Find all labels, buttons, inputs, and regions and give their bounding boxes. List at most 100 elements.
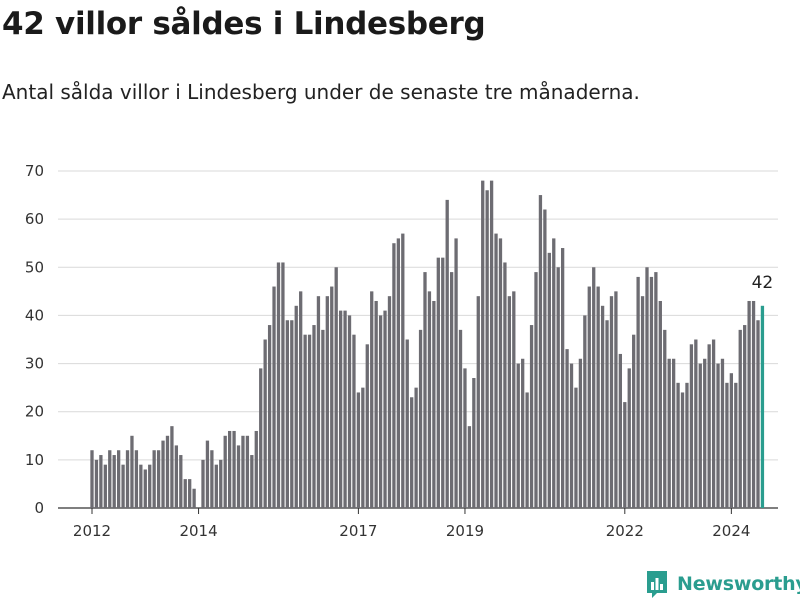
- bar: [667, 358, 671, 508]
- highlight-value-label: 42: [752, 273, 774, 293]
- bar: [485, 190, 489, 508]
- bar: [316, 296, 321, 508]
- bar: [751, 300, 756, 508]
- newsworthy-logo-icon: [647, 571, 667, 598]
- bar: [254, 430, 258, 508]
- bar: [703, 358, 707, 508]
- y-tick-label: 40: [25, 306, 44, 324]
- bar: [361, 387, 365, 508]
- bar: [547, 252, 551, 508]
- bar: [525, 392, 529, 508]
- bar: [458, 329, 463, 508]
- bar: [170, 426, 174, 508]
- bar: [689, 344, 694, 508]
- bar: [734, 382, 738, 508]
- bar: [165, 435, 170, 508]
- bar: [676, 382, 680, 508]
- bar: [338, 310, 343, 508]
- bar: [401, 233, 405, 509]
- chart-subtitle: Antal sålda villor i Lindesberg under de…: [2, 80, 640, 104]
- y-tick-label: 0: [34, 499, 44, 517]
- bar: [179, 455, 183, 508]
- bar: [725, 382, 729, 508]
- bar: [578, 358, 583, 508]
- bar: [534, 272, 538, 508]
- bar: [183, 479, 187, 508]
- bar: [285, 320, 290, 508]
- bar: [321, 329, 325, 508]
- bar: [454, 238, 458, 508]
- bar: [290, 320, 294, 508]
- x-tick-label: 2012: [73, 522, 111, 540]
- bar: [325, 296, 329, 508]
- bar: [565, 349, 569, 508]
- x-tick-label: 2019: [446, 522, 484, 540]
- brand-logo: Newsworthy: [645, 569, 800, 599]
- bar: [694, 339, 698, 508]
- bar: [552, 238, 556, 508]
- bar: [103, 464, 107, 508]
- bar: [636, 276, 640, 508]
- bar: [467, 426, 472, 508]
- bar: [720, 358, 725, 508]
- bar: [436, 257, 440, 508]
- value-labels: 42: [752, 273, 774, 293]
- bar: [143, 469, 147, 508]
- bar: [605, 320, 609, 508]
- bar: [587, 286, 591, 508]
- bar: [130, 435, 134, 508]
- bar: [116, 450, 121, 508]
- bar: [654, 272, 658, 508]
- bar: [614, 291, 618, 508]
- bar: [507, 296, 512, 508]
- bar: [743, 325, 747, 508]
- bar: [188, 479, 192, 508]
- bar: [201, 459, 205, 508]
- bar: [370, 291, 374, 508]
- y-tick-label: 20: [25, 403, 44, 421]
- bar: [649, 276, 654, 508]
- bar: [432, 300, 436, 508]
- bar: [378, 315, 383, 508]
- bar: [236, 445, 241, 508]
- bar: [481, 180, 485, 508]
- highlight-bar: [760, 305, 765, 508]
- bar: [698, 363, 702, 508]
- bar: [618, 353, 623, 508]
- bar: [623, 402, 627, 508]
- bar: [560, 248, 565, 508]
- bar: [738, 329, 742, 508]
- bar: [427, 291, 432, 508]
- bar: [294, 305, 298, 508]
- bar: [219, 459, 223, 508]
- bar: [747, 300, 751, 508]
- bar: [569, 363, 574, 508]
- bar: [396, 238, 401, 508]
- bar: [583, 315, 587, 508]
- bar: [343, 310, 347, 508]
- bar: [245, 435, 250, 508]
- bar: [99, 455, 103, 508]
- bar: [414, 387, 418, 508]
- y-tick-label: 70: [25, 162, 44, 180]
- bar: [392, 243, 396, 508]
- bar: [161, 440, 165, 508]
- bar: [276, 262, 281, 508]
- bar: [272, 286, 276, 508]
- bar: [516, 363, 520, 508]
- brand-name: Newsworthy: [677, 573, 800, 595]
- bar: [658, 300, 662, 508]
- bar: [418, 329, 423, 508]
- bar: [148, 464, 152, 508]
- bar: [307, 334, 312, 508]
- bar: [538, 195, 543, 509]
- bar: [108, 450, 112, 508]
- bar: [112, 455, 116, 508]
- y-tick-label: 50: [25, 258, 44, 276]
- bar: [241, 435, 245, 508]
- bar: [303, 334, 307, 508]
- x-tick-label: 2014: [179, 522, 217, 540]
- bar: [94, 459, 99, 508]
- bar: [671, 358, 676, 508]
- bar: [267, 325, 272, 508]
